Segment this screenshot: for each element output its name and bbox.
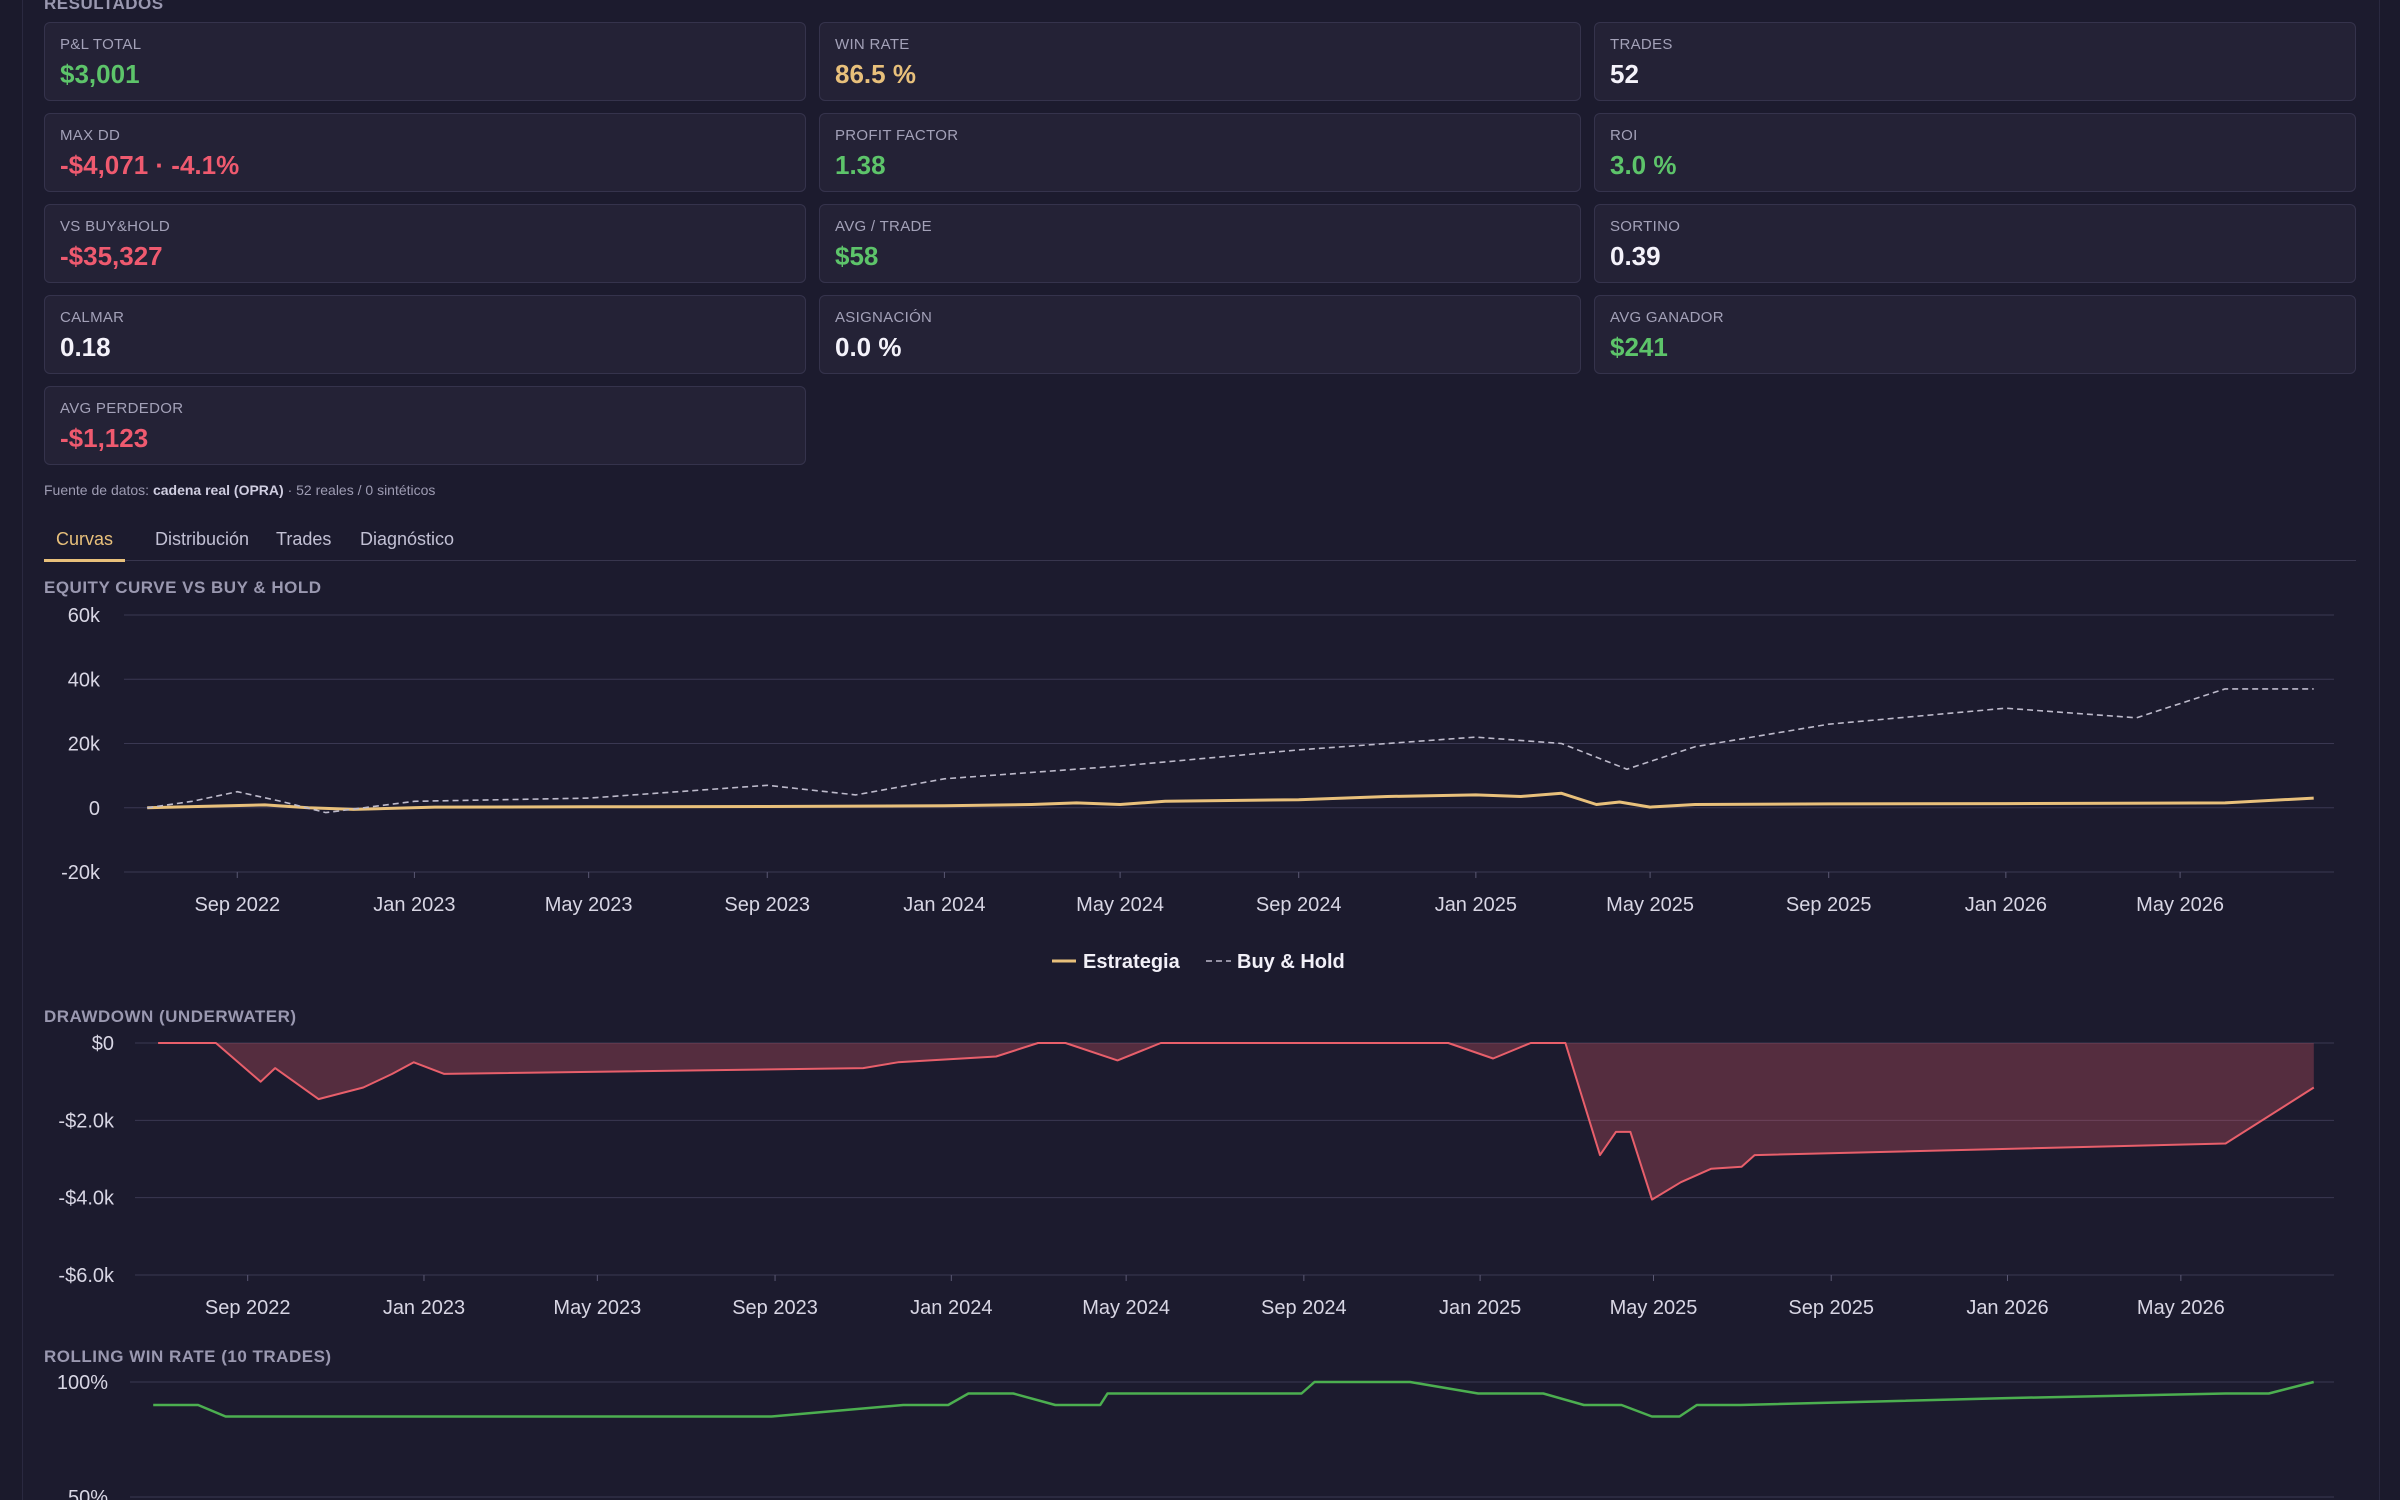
drawdown-area bbox=[158, 1043, 2314, 1200]
metric-value: 0.0 % bbox=[835, 332, 902, 362]
x-tick-label: Sep 2025 bbox=[1788, 1297, 1874, 1319]
section-title: RESULTADOS bbox=[44, 0, 164, 13]
x-tick-label: May 2025 bbox=[1606, 894, 1694, 916]
legend-buyhold-label: Buy & Hold bbox=[1237, 951, 1345, 973]
x-tick-label: Sep 2022 bbox=[205, 1297, 291, 1319]
x-tick-label: Jan 2023 bbox=[373, 894, 455, 916]
metric-card: TRADES 52 bbox=[1594, 22, 2356, 101]
source-prefix: Fuente de datos: bbox=[44, 482, 153, 498]
metric-card: VS BUY&HOLD -$35,327 bbox=[44, 204, 806, 283]
buy-hold-line bbox=[147, 688, 2314, 814]
metric-label: AVG / TRADE bbox=[835, 218, 932, 235]
y-tick-label: 50% bbox=[68, 1487, 108, 1500]
x-tick-label: Jan 2024 bbox=[903, 894, 985, 916]
metric-value: $3,001 bbox=[60, 59, 140, 89]
metric-card: P&L TOTAL $3,001 bbox=[44, 22, 806, 101]
metric-value: 0.39 bbox=[1610, 241, 1661, 271]
metric-card: AVG PERDEDOR -$1,123 bbox=[44, 386, 806, 465]
metric-label: WIN RATE bbox=[835, 36, 910, 53]
x-tick-label: Jan 2025 bbox=[1439, 1297, 1521, 1319]
metric-card: AVG GANADOR $241 bbox=[1594, 295, 2356, 374]
source-name: cadena real (OPRA) bbox=[152, 482, 284, 498]
metric-card: MAX DD -$4,071 · -4.1% bbox=[44, 113, 806, 192]
metric-card: SORTINO 0.39 bbox=[1594, 204, 2356, 283]
metric-value: 3.0 % bbox=[1610, 150, 1677, 180]
metric-card: ASIGNACIÓN 0.0 % bbox=[819, 295, 1581, 374]
metric-value: $241 bbox=[1610, 332, 1668, 362]
y-tick-label: 60k bbox=[68, 605, 101, 627]
x-tick-label: May 2023 bbox=[553, 1297, 641, 1319]
metric-card: PROFIT FACTOR 1.38 bbox=[819, 113, 1581, 192]
metric-card: ROI 3.0 % bbox=[1594, 113, 2356, 192]
x-tick-label: Jan 2026 bbox=[1965, 894, 2047, 916]
y-tick-label: -$6.0k bbox=[58, 1265, 115, 1287]
metric-value: -$1,123 bbox=[60, 423, 149, 453]
data-source-note: Fuente de datos: cadena real (OPRA) · 52… bbox=[44, 482, 435, 498]
y-tick-label: $0 bbox=[92, 1033, 114, 1055]
metric-label: PROFIT FACTOR bbox=[835, 127, 959, 144]
metric-label: MAX DD bbox=[60, 127, 121, 144]
winrate-chart-title: ROLLING WIN RATE (10 TRADES) bbox=[44, 1347, 332, 1366]
y-tick-label: -$4.0k bbox=[58, 1188, 115, 1210]
x-tick-label: Sep 2025 bbox=[1786, 894, 1872, 916]
metric-card: CALMAR 0.18 bbox=[44, 295, 806, 374]
metrics-grid: P&L TOTAL $3,001 WIN RATE 86.5 % TRADES 52 MAX… bbox=[44, 22, 2356, 465]
metric-value: -$4,071 · -4.1% bbox=[60, 150, 240, 180]
metric-value: $58 bbox=[835, 241, 879, 271]
y-tick-label: 0 bbox=[89, 798, 100, 820]
x-tick-label: Jan 2024 bbox=[910, 1297, 992, 1319]
metric-card: WIN RATE 86.5 % bbox=[819, 22, 1581, 101]
x-tick-label: Sep 2023 bbox=[724, 894, 810, 916]
x-tick-label: Sep 2024 bbox=[1261, 1297, 1347, 1319]
metric-label: ASIGNACIÓN bbox=[835, 309, 933, 326]
win-rate-line bbox=[153, 1380, 2315, 1418]
metric-value: 52 bbox=[1610, 59, 1639, 89]
chart-tabs: Curvas Distribución Trades Diagnóstico bbox=[44, 520, 2356, 562]
metric-card: AVG / TRADE $58 bbox=[819, 204, 1581, 283]
source-suffix: · 52 reales / 0 sintéticos bbox=[283, 482, 436, 498]
y-tick-label: -$2.0k bbox=[58, 1110, 115, 1132]
tab-distribucion[interactable]: Distribución bbox=[155, 529, 250, 549]
x-tick-label: Sep 2024 bbox=[1256, 894, 1342, 916]
metric-value: -$35,327 bbox=[60, 241, 163, 271]
x-tick-label: Sep 2023 bbox=[732, 1297, 818, 1319]
metric-label: AVG GANADOR bbox=[1610, 309, 1724, 326]
x-tick-label: Jan 2025 bbox=[1435, 894, 1517, 916]
drawdown-line bbox=[158, 1042, 2315, 1201]
metric-label: CALMAR bbox=[60, 309, 125, 326]
metric-label: P&L TOTAL bbox=[60, 36, 142, 53]
drawdown-chart-title: DRAWDOWN (UNDERWATER) bbox=[44, 1007, 297, 1026]
legend-strategy-label: Estrategia bbox=[1083, 951, 1181, 973]
tab-curvas[interactable]: Curvas bbox=[44, 528, 126, 562]
tab-diagnostico[interactable]: Diagnóstico bbox=[360, 529, 455, 549]
x-tick-label: Jan 2023 bbox=[383, 1297, 465, 1319]
x-tick-label: Jan 2026 bbox=[1966, 1297, 2048, 1319]
metric-label: SORTINO bbox=[1610, 218, 1681, 235]
equity-chart-title: EQUITY CURVE VS BUY & HOLD bbox=[44, 578, 322, 597]
x-tick-label: Sep 2022 bbox=[194, 894, 280, 916]
x-tick-label: May 2026 bbox=[2136, 894, 2224, 916]
metric-label: VS BUY&HOLD bbox=[60, 218, 170, 235]
metric-value: 86.5 % bbox=[835, 59, 916, 89]
x-tick-label: May 2023 bbox=[545, 894, 633, 916]
estrategia-line bbox=[147, 791, 2314, 811]
y-tick-label: 20k bbox=[68, 734, 101, 756]
metric-label: TRADES bbox=[1610, 36, 1673, 53]
y-tick-label: 100% bbox=[57, 1372, 108, 1394]
x-tick-label: May 2024 bbox=[1076, 894, 1164, 916]
x-tick-label: May 2024 bbox=[1082, 1297, 1170, 1319]
metric-value: 0.18 bbox=[60, 332, 111, 362]
x-tick-label: May 2026 bbox=[2137, 1297, 2225, 1319]
metric-label: ROI bbox=[1610, 127, 1638, 144]
x-tick-label: May 2025 bbox=[1610, 1297, 1698, 1319]
y-tick-label: -20k bbox=[61, 862, 101, 884]
metric-value: 1.38 bbox=[835, 150, 886, 180]
metric-label: AVG PERDEDOR bbox=[60, 400, 184, 417]
y-tick-label: 40k bbox=[68, 669, 101, 691]
tab-trades[interactable]: Trades bbox=[276, 529, 332, 549]
